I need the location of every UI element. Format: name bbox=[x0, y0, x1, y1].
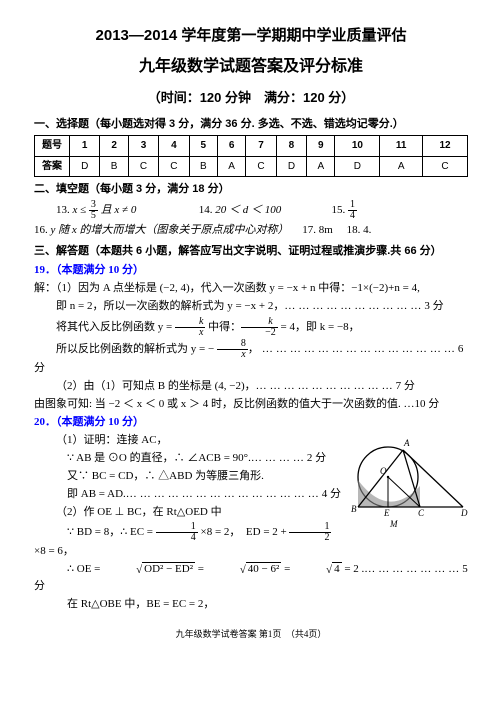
q19-l1: 解：（1）因为 A 点坐标是 (−2, 4)，代入一次函数 y = −x + n… bbox=[34, 280, 468, 297]
doc-title-sub: 九年级数学试题答案及评分标准 bbox=[34, 55, 468, 80]
q14-label: 14. bbox=[199, 204, 213, 216]
q15-label: 15. bbox=[332, 204, 346, 216]
q17-text: 8m bbox=[319, 224, 333, 236]
q18-text: 4. bbox=[363, 224, 371, 236]
q20-title: 20．（本题满分 10 分） bbox=[34, 414, 468, 431]
q20-l7: ∴ OE = √OD² − ED² = √40 − 6² = √4 = 2 .…… bbox=[34, 561, 468, 595]
svg-text:A: A bbox=[403, 438, 410, 448]
section3-heading: 三、解答题（本题共 6 小题，解答应写出文字说明、证明过程或推演步骤.共 66 … bbox=[34, 243, 468, 260]
doc-title-main: 2013—2014 学年度第一学期期中学业质量评估 bbox=[34, 24, 468, 47]
q19-l5: （2）由（1）可知点 B 的坐标是 (4, −2)，…………………………7 分 bbox=[34, 378, 468, 395]
q20-l8: 在 Rt△OBE 中，BE = EC = 2， bbox=[34, 596, 468, 613]
q13-pre: x ≤ bbox=[73, 204, 89, 216]
geometry-diagram: A O B E M C D bbox=[348, 432, 468, 532]
svg-text:E: E bbox=[383, 508, 390, 518]
section2-heading: 二、填空题（每小题 3 分，满分 18 分） bbox=[34, 181, 468, 198]
answer-table: 题号 1 2 3 4 5 6 7 8 9 10 11 12 答案 D B C C… bbox=[34, 135, 468, 177]
q19-l2: 即 n = 2，所以一次函数的解析式为 y = −x + 2，………………………… bbox=[34, 298, 468, 315]
svg-text:M: M bbox=[389, 519, 398, 529]
q16-row: 16. y 随 x 的增大而增大（图象关于原点成中心对称） 17. 8m 18.… bbox=[34, 222, 468, 239]
q19-l3: 将其代入反比例函数 y = kx 中得：k−2 = 4，即 k = −8， bbox=[34, 317, 468, 338]
svg-text:C: C bbox=[418, 508, 425, 518]
table-row: 题号 1 2 3 4 5 6 7 8 9 10 11 12 bbox=[35, 136, 468, 157]
row-header-ans: 答案 bbox=[35, 156, 70, 177]
section1-heading: 一、选择题（每小题选对得 3 分，满分 36 分. 多选、不选、错选均记零分.） bbox=[34, 116, 468, 133]
q19-l4: 所以反比例函数的解析式为 y = − 8x，……………………………………6 分 bbox=[34, 339, 468, 377]
q17-label: 17. bbox=[302, 224, 316, 236]
svg-text:B: B bbox=[351, 504, 357, 514]
doc-title-meta: （时间：120 分钟 满分：120 分） bbox=[34, 88, 468, 108]
q13-label: 13. bbox=[56, 204, 70, 216]
q18-label: 18. bbox=[347, 224, 361, 236]
q16-text: y 随 x 的增大而增大（图象关于原点成中心对称） bbox=[51, 224, 289, 236]
table-row: 答案 D B C C B A C D A D A C bbox=[35, 156, 468, 177]
q16-label: 16. bbox=[34, 224, 48, 236]
svg-text:D: D bbox=[460, 508, 468, 518]
page-footer: 九年级数学试卷答案 第1页 （共4页） bbox=[34, 628, 468, 642]
q19-l6: 由图象可知: 当 −2 ＜ x ＜ 0 或 x ＞ 4 时，反比例函数的值大于一… bbox=[34, 396, 468, 413]
q14-text: 20 ＜ d ＜ 100 bbox=[215, 204, 281, 216]
row-header-num: 题号 bbox=[35, 136, 70, 157]
q13-tail: 且 x ≠ 0 bbox=[98, 204, 136, 216]
q19-title: 19．（本题满分 10 分） bbox=[34, 262, 468, 279]
svg-text:O: O bbox=[380, 466, 387, 476]
q13-row: 13. x ≤ 35 且 x ≠ 0 14. 20 ＜ d ＜ 100 15. … bbox=[34, 200, 468, 221]
